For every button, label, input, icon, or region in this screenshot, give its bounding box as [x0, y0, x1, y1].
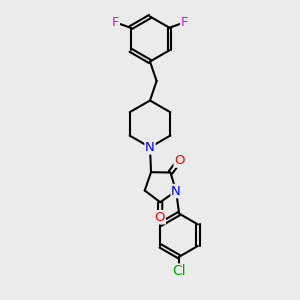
Text: N: N — [171, 184, 181, 198]
Text: O: O — [155, 211, 165, 224]
Text: O: O — [174, 154, 185, 167]
Text: F: F — [181, 16, 188, 29]
Text: N: N — [145, 141, 155, 154]
Text: Cl: Cl — [172, 264, 186, 278]
Text: F: F — [112, 16, 119, 29]
